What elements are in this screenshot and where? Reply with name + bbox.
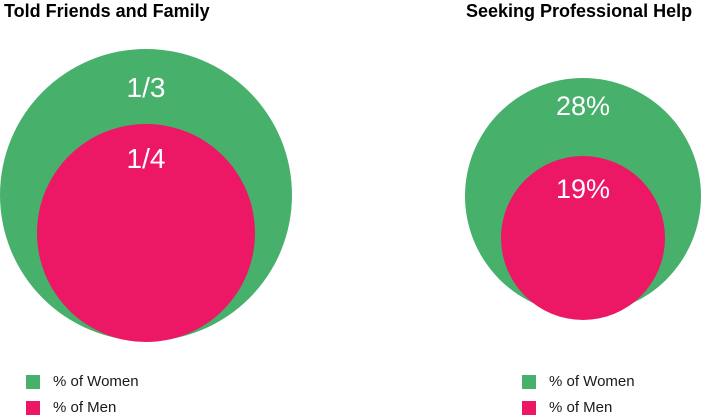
chart-title-professional-help: Seeking Professional Help xyxy=(466,1,693,21)
chart-left-group: 1/3 1/4 xyxy=(0,49,292,342)
legend-label-women: % of Women xyxy=(549,373,635,390)
chart-right-group: 28% 19% xyxy=(465,78,701,320)
circle-men-told-friends xyxy=(37,124,255,342)
legend-swatch-men xyxy=(522,401,536,415)
data-label-men-professional-help: 19% xyxy=(556,174,610,204)
legend-label-men: % of Men xyxy=(53,399,117,416)
data-label-women-told-friends: 1/3 xyxy=(127,72,166,103)
data-label-men-told-friends: 1/4 xyxy=(127,143,166,174)
legend-swatch-men xyxy=(26,401,40,415)
legend-swatch-women xyxy=(522,375,536,389)
legend-swatch-women xyxy=(26,375,40,389)
data-label-women-professional-help: 28% xyxy=(556,91,610,121)
legend-label-women: % of Women xyxy=(53,373,139,390)
chart-title-told-friends: Told Friends and Family xyxy=(4,1,210,21)
legend-label-men: % of Men xyxy=(549,399,613,416)
circle-men-professional-help xyxy=(501,156,665,320)
